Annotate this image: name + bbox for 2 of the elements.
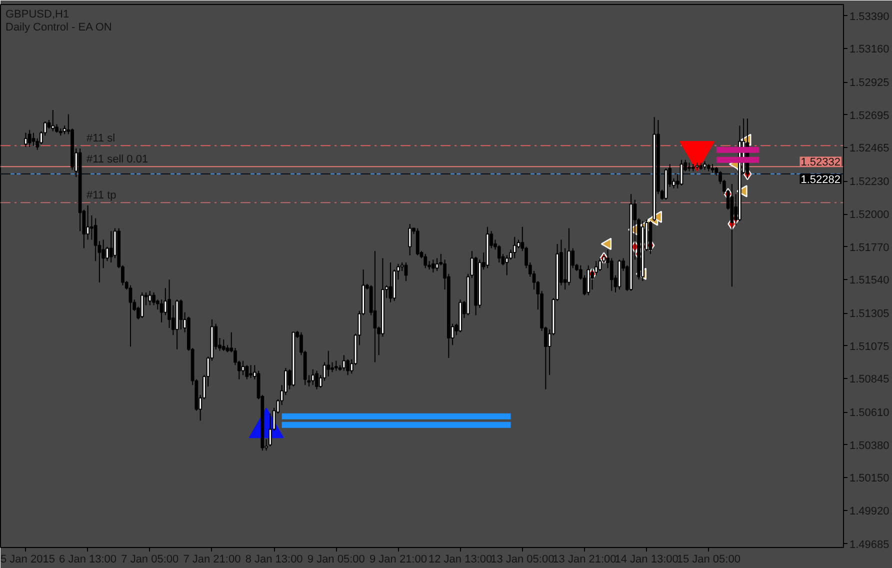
annotation: 1.52282 — [800, 174, 841, 186]
annotation: 1.52332 — [800, 156, 841, 169]
